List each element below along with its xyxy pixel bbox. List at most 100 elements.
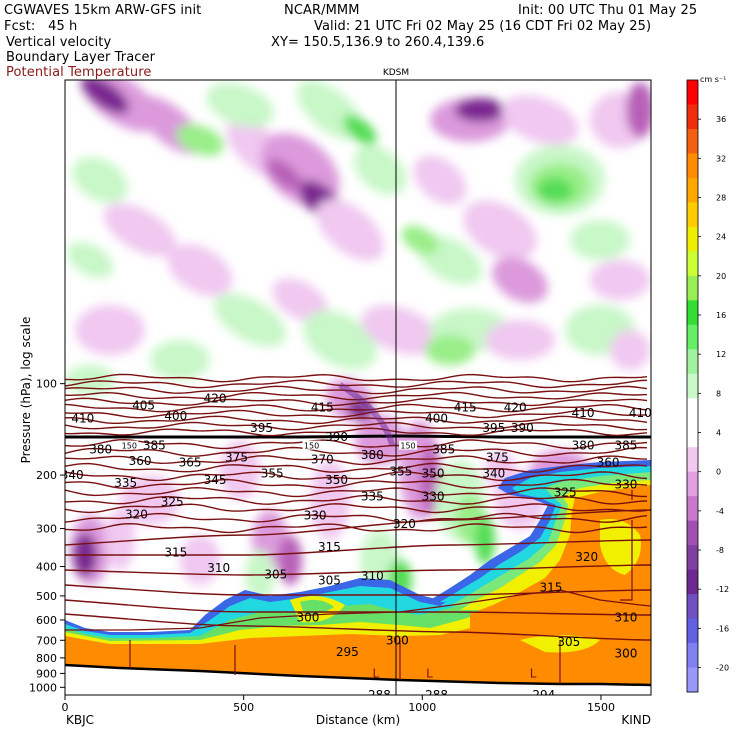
tropopause-label-bg (302, 440, 321, 450)
header-field-theta: Potential Temperature (6, 65, 152, 80)
colorbar: 36 32 28 24 20 16 12 8 4 0 -4 -8 -12 -16 -20 (686, 79, 729, 693)
colorbar-swatch (687, 80, 698, 105)
theta-contour (65, 379, 648, 389)
y-tick-label: 600 (36, 614, 57, 627)
theta-label: 325 (161, 495, 184, 509)
theta-label: 375 (225, 450, 248, 464)
theta-label: 360 (597, 456, 620, 470)
theta-contour (65, 385, 648, 395)
theta-label: 310 (207, 561, 230, 575)
colorbar-swatch (687, 300, 698, 326)
header-model: CGWAVES 15km ARW-GFS init (4, 3, 202, 18)
colorbar-swatch (687, 422, 698, 448)
y-tick-label: 400 (36, 560, 57, 573)
colorbar-tick-label: 0 (716, 468, 721, 477)
colorbar-tick-label: 36 (716, 115, 726, 124)
y-tick-label: 1000 (29, 681, 57, 694)
vv-cell (303, 310, 377, 370)
pbl-cells (129, 490, 633, 684)
theta-label: 300 (615, 647, 638, 661)
theta-label: 315 (318, 540, 341, 554)
theta-label: 330 (615, 478, 638, 492)
colorbar-swatch (687, 177, 698, 203)
vv-cell (213, 293, 287, 347)
colorbar-tick-label: -16 (716, 624, 729, 633)
y-tick-label: 100 (36, 378, 57, 391)
station-left-label: KBJC (66, 713, 94, 727)
station-right-label: KIND (621, 713, 651, 727)
colorbar-swatch (687, 569, 698, 595)
low-marker: L (373, 666, 380, 680)
theta-label: 350 (325, 473, 348, 487)
theta-label: 380 (361, 448, 384, 462)
vv-cell (220, 440, 260, 500)
vv-cell (501, 95, 579, 145)
theta-label: 335 (361, 489, 384, 503)
theta-label: 325 (554, 485, 577, 499)
x-tick-label: 0 (62, 701, 69, 714)
x-tick-label: 1000 (408, 701, 436, 714)
theta-contour (65, 599, 651, 616)
vv-cell (343, 115, 377, 145)
colorbar-tick-label: 28 (716, 194, 726, 203)
colorbar-swatch (687, 594, 698, 620)
colorbar-swatch (687, 643, 698, 669)
colorbar-swatch (687, 202, 698, 228)
theta-label: 375 (486, 450, 509, 464)
theta-label: 370 (311, 453, 334, 467)
theta-label: 405 (132, 398, 155, 412)
theta-label: 410 (629, 406, 652, 420)
theta-contour (65, 539, 651, 556)
vv-cell (485, 320, 555, 360)
tropopause-label: 150 (400, 442, 415, 451)
vv-cell (401, 225, 439, 255)
vv-cell (176, 124, 224, 156)
theta-label: 335 (114, 476, 137, 490)
colorbar-tick-label: -8 (716, 546, 724, 555)
theta-label: 415 (454, 401, 477, 415)
bl-yellow-pocket (600, 519, 641, 575)
theta-contour (65, 403, 648, 413)
theta-contour (338, 382, 395, 446)
theta-label: 385 (143, 439, 166, 453)
tropopause-line (65, 434, 651, 439)
colorbar-tick-label: 16 (716, 311, 726, 320)
theta-label: 380 (572, 439, 595, 453)
theta-contour (65, 373, 648, 383)
vv-cell (492, 257, 548, 303)
vv-cell (167, 244, 233, 296)
theta-label: 320 (393, 517, 416, 531)
colorbar-tick-label: 24 (716, 233, 726, 242)
x-axis-label: Distance (km) (316, 713, 400, 727)
y-tick-label: 900 (36, 667, 57, 680)
theta-label: 350 (422, 467, 445, 481)
theta-label: 385 (432, 443, 455, 457)
theta-label: 315 (539, 581, 562, 595)
tropopause-label: 150 (122, 442, 137, 451)
potential-temperature-contours (65, 373, 651, 641)
theta-label: 385 (615, 439, 638, 453)
theta-label: 400 (164, 409, 187, 423)
vv-cell (590, 260, 650, 300)
theta-label: 288 (425, 688, 448, 702)
bl-green-pocket (300, 599, 334, 615)
vv-cell (570, 220, 630, 260)
y-tick-label: 500 (36, 590, 57, 603)
colorbar-tick-label: 8 (716, 389, 721, 398)
header-init: Init: 00 UTC Thu 01 May 25 (518, 3, 698, 18)
colorbar-swatch (687, 447, 698, 473)
theta-label: 420 (504, 401, 527, 415)
theta-label: 320 (575, 550, 598, 564)
vv-cell (103, 203, 177, 257)
colorbar-swatch (687, 667, 698, 693)
theta-label: 315 (164, 546, 187, 560)
vv-cell (353, 145, 407, 195)
x-axis: 0 500 1000 1500 (62, 695, 615, 714)
y-tick-label: 200 (36, 469, 57, 482)
theta-label: 300 (297, 611, 320, 625)
y-tick-label: 800 (36, 652, 57, 665)
theta-contour (65, 494, 648, 505)
colorbar-tick-label: -20 (716, 664, 729, 673)
station-marker-label: KDSM (383, 68, 409, 78)
